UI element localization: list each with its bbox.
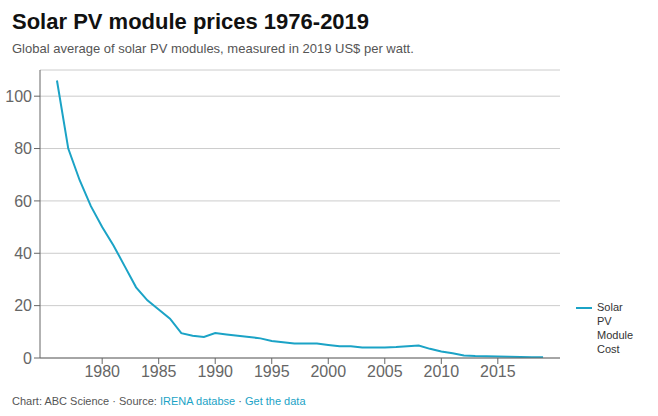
svg-text:1980: 1980	[84, 363, 120, 380]
svg-text:1995: 1995	[254, 363, 290, 380]
svg-text:100: 100	[8, 88, 32, 105]
html-text:Chart: ABC Science · Source: I: Chart: ABC Science · Source: IRENA datab…	[12, 395, 306, 407]
svg-text:60: 60	[14, 193, 32, 210]
html-text:Solar: Solar	[597, 301, 623, 313]
svg-text:80: 80	[14, 140, 32, 157]
svg-text:2000: 2000	[310, 363, 346, 380]
html-text:PV: PV	[597, 315, 612, 327]
svg-text:2005: 2005	[367, 363, 403, 380]
svg-text:1990: 1990	[197, 363, 233, 380]
html-text:Solar PV module prices 1976-20: Solar PV module prices 1976-2019	[12, 9, 370, 34]
html-text:Module: Module	[597, 329, 634, 341]
svg-text:1985: 1985	[141, 363, 177, 380]
svg-text:2010: 2010	[424, 363, 460, 380]
svg-text:0: 0	[23, 350, 32, 367]
svg-text:2015: 2015	[480, 363, 516, 380]
svg-text:20: 20	[14, 297, 32, 314]
html-text:Cost: Cost	[597, 343, 620, 355]
html-text:Global average of solar PV mod: Global average of solar PV modules, meas…	[12, 41, 414, 56]
svg-text:40: 40	[14, 245, 32, 262]
